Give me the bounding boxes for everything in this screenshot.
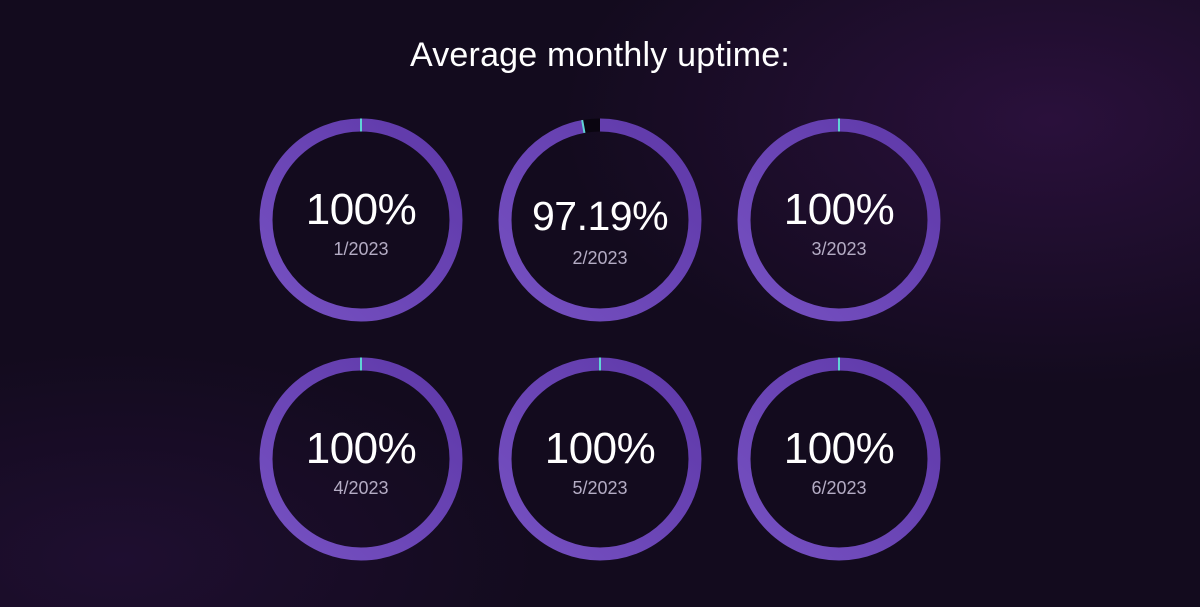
uptime-value: 100%: [305, 424, 417, 473]
month-label: 1/2023: [333, 239, 389, 259]
donut-2: 97.19% 2/2023: [495, 115, 705, 325]
donut-ring-5: [498, 357, 702, 561]
uptime-value: 100%: [305, 185, 417, 234]
donut-5: 100% 5/2023: [495, 354, 705, 564]
chart-title: Average monthly uptime:: [409, 36, 791, 74]
donut-ring-4: [259, 357, 463, 561]
downtime-gap: [498, 118, 702, 322]
month-label: 4/2023: [333, 478, 389, 498]
month-label: 5/2023: [572, 478, 628, 498]
donut-1: 100% 1/2023: [256, 115, 466, 325]
month-label: 2/2023: [572, 248, 628, 268]
donut-ring-3: [737, 118, 941, 322]
month-label: 3/2023: [811, 239, 867, 259]
uptime-value: 100%: [544, 424, 656, 473]
donut-ring-2: [498, 118, 702, 322]
donut-4: 100% 4/2023: [256, 354, 466, 564]
donut-ring-6: [737, 357, 941, 561]
uptime-value: 100%: [783, 185, 895, 234]
donut-3: 100% 3/2023: [734, 115, 944, 325]
donut-6: 100% 6/2023: [734, 354, 944, 564]
uptime-value: 100%: [783, 424, 895, 473]
month-label: 6/2023: [811, 478, 867, 498]
arc-end-tick: [581, 119, 586, 134]
donut-ring-1: [259, 118, 463, 322]
uptime-value: 97.19%: [531, 193, 669, 239]
